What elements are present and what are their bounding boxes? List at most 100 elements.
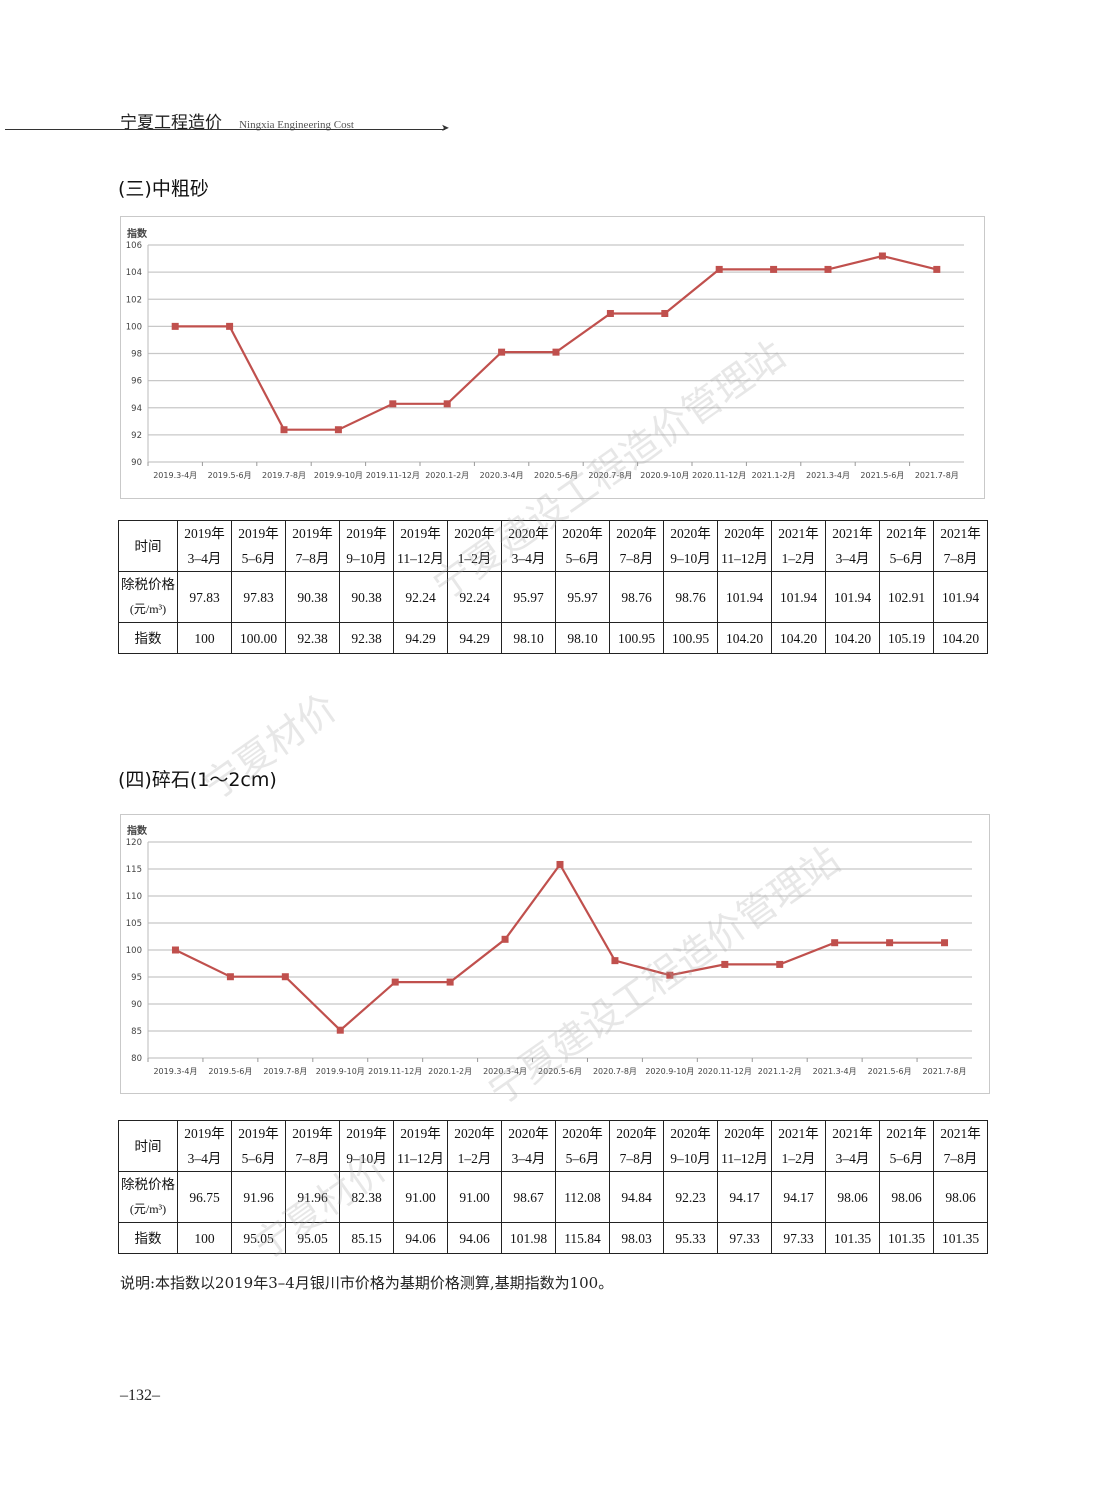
gravel-table-cell-price: 94.17	[771, 1171, 826, 1223]
sand-chart-ytick-label: 98	[131, 350, 142, 360]
gravel-chart-data-point	[831, 939, 839, 947]
sand-table-cell-period: 2020年 7–8月	[609, 520, 664, 572]
gravel-chart-xtick-label: 2020.1-2月	[428, 1067, 472, 1076]
sand-table-cell-text: 101.94	[941, 589, 980, 605]
gravel-table-cell-text: 115.84	[564, 1230, 601, 1246]
sand-table-cell-period: 2021年 7–8月	[933, 520, 988, 572]
sand-chart-xtick-label: 2021.5-6月	[860, 471, 904, 480]
sand-table-cell-text: 11–12月	[397, 551, 444, 566]
sand-table-row-header-text: 指数	[134, 630, 162, 646]
sand-table-cell-index: 104.20	[825, 622, 880, 654]
sand-chart-data-point	[498, 348, 506, 356]
sand-chart-data-point	[280, 426, 288, 434]
sand-chart-data-point	[171, 322, 179, 330]
gravel-table-cell-text: 112.08	[564, 1189, 601, 1205]
gravel-table-cell-text: 1–2月	[781, 1151, 816, 1166]
sand-table-cell-text: 11–12月	[721, 551, 768, 566]
chart-gravel-svg: 指数 80 85 90 95 100 105 110 115 120 2019.3-4月 2019.5…	[126, 824, 972, 1076]
sand-table-cell-text: 9–10月	[670, 551, 711, 566]
gravel-table-cell-text: 11–12月	[721, 1151, 768, 1166]
sand-table-cell-index: 104.20	[717, 622, 772, 654]
gravel-table-cell-text: 7–8月	[619, 1151, 654, 1166]
gravel-chart-xtick-label: 2020.9-10月	[645, 1067, 694, 1076]
sand-table-cell-text: 95.97	[567, 589, 598, 605]
sand-chart-data-point	[933, 265, 941, 273]
gravel-table-cell-text: 2019年	[346, 1126, 387, 1141]
sand-chart-ytick-label: 106	[126, 241, 142, 251]
gravel-table-cell-text: 101.35	[941, 1230, 980, 1246]
gravel-table-cell-text: 2021年	[832, 1126, 873, 1141]
gravel-chart-ytick-label: 90	[131, 1000, 142, 1010]
gravel-table-cell-text: 91.00	[459, 1189, 490, 1205]
sand-table-cell-index: 98.10	[555, 622, 610, 654]
gravel-table-row-header-text: (元/m³)	[129, 1202, 167, 1216]
sand-chart-data-point	[389, 400, 397, 408]
sand-table-cell-text: 7–8月	[943, 551, 978, 566]
sand-chart-ytick-label: 96	[131, 377, 142, 387]
footnote: 说明:本指数以2019年3–4月银川市价格为基期价格测算,基期指数为100。	[120, 1274, 614, 1292]
sand-chart-data-point	[552, 348, 560, 356]
sand-table-cell-price: 101.94	[825, 571, 880, 623]
gravel-table-cell-price: 91.00	[447, 1171, 502, 1223]
sand-table-cell-text: 92.24	[459, 589, 490, 605]
gravel-table-cell-index: 85.15	[339, 1222, 394, 1254]
gravel-table-cell-period: 2019年 3–4月	[177, 1120, 232, 1172]
gravel-chart-data-point	[171, 946, 179, 954]
chart-sand-svg: 指数 90 92 94 96 98 100 102 104 106 2019.3-4月 2019.5-…	[126, 227, 964, 480]
sand-table-cell-price: 95.97	[555, 571, 610, 623]
sand-table-cell-text: 100.00	[239, 630, 278, 646]
gravel-table-cell-text: 98.03	[621, 1230, 652, 1246]
gravel-table-cell-text: 3–4月	[511, 1151, 546, 1166]
gravel-chart-xtick-label: 2020.3-4月	[483, 1067, 527, 1076]
gravel-table-cell-text: 5–6月	[889, 1151, 924, 1166]
sand-chart-xtick-label: 2020.3-4月	[480, 471, 524, 480]
sand-table-cell-index: 94.29	[447, 622, 502, 654]
sand-table-row-header-text: (元/m³)	[129, 602, 167, 616]
gravel-table-cell-text: 5–6月	[241, 1151, 276, 1166]
gravel-chart-xtick-label: 2019.11-12月	[368, 1067, 422, 1076]
gravel-chart-data-point	[721, 960, 729, 968]
sand-table-cell-text: 97.83	[243, 589, 274, 605]
page-number: –132–	[120, 1387, 160, 1404]
gravel-chart-xtick-label: 2019.5-6月	[208, 1067, 252, 1076]
gravel-table-row-header: 时间	[118, 1120, 178, 1172]
gravel-table-cell-price: 91.00	[393, 1171, 448, 1223]
sand-table-cell-index: 100	[177, 622, 232, 654]
gravel-table-cell-price: 112.08	[555, 1171, 610, 1223]
table-gravel: 时间 2019年 3–4月 2019年 5–6月 2019年 7–8月 2019年 9–10月 2…	[118, 1120, 988, 1254]
sand-chart-data-point	[334, 426, 342, 434]
sand-table-cell-text: 2019年	[400, 526, 441, 541]
sand-chart-xtick-label: 2019.5-6月	[208, 471, 252, 480]
sand-table-cell-price: 90.38	[339, 571, 394, 623]
gravel-table-cell-text: 2020年	[562, 1126, 603, 1141]
gravel-table-cell-text: 7–8月	[943, 1151, 978, 1166]
sand-table-cell-period: 2020年 9–10月	[663, 520, 718, 572]
sand-table-cell-period: 2019年 9–10月	[339, 520, 394, 572]
gravel-table-cell-text: 82.38	[351, 1189, 382, 1205]
sand-chart-ytick-label: 100	[126, 322, 142, 332]
sand-table-cell-period: 2020年 3–4月	[501, 520, 556, 572]
sand-table-row-header-text: 除税价格	[121, 577, 175, 592]
sand-table-row-header: 时间	[118, 520, 178, 572]
sand-chart-ytick-label: 90	[131, 458, 142, 468]
gravel-table-cell-text: 3–4月	[835, 1151, 870, 1166]
gravel-table-cell-period: 2019年 7–8月	[285, 1120, 340, 1172]
gravel-chart-xtick-label: 2019.9-10月	[316, 1067, 365, 1076]
gravel-chart-xtick-label: 2020.5-6月	[538, 1067, 582, 1076]
sand-table-row-period: 时间 2019年 3–4月 2019年 5–6月 2019年 7–8月 2019年 9–10月 2…	[118, 520, 988, 572]
chart-gravel: 指数 80 85 90 95 100 105 110 115 120 2019.3-4月 2019.5…	[120, 814, 990, 1094]
gravel-table-cell-text: 2021年	[886, 1126, 927, 1141]
gravel-table-cell-text: 94.17	[783, 1189, 814, 1205]
gravel-chart-ytick-label: 95	[131, 973, 142, 983]
gravel-table-cell-text: 98.06	[837, 1189, 868, 1205]
gravel-chart-xtick-label: 2020.7-8月	[593, 1067, 637, 1076]
gravel-table-row-price: 除税价格 (元/m³) 96.75 91.96 91.96 82.38 91.00 91.00…	[118, 1171, 988, 1223]
sand-chart-xtick-label: 2020.1-2月	[425, 471, 469, 480]
gravel-chart-xtick-label: 2021.3-4月	[813, 1067, 857, 1076]
sand-table-cell-price: 90.38	[285, 571, 340, 623]
gravel-chart-xtick-label: 2021.7-8月	[923, 1067, 967, 1076]
gravel-table-cell-index: 97.33	[717, 1222, 772, 1254]
gravel-table-cell-price: 98.06	[879, 1171, 934, 1223]
sand-table-cell-price: 101.94	[717, 571, 772, 623]
gravel-table-cell-text: 97.33	[783, 1230, 814, 1246]
